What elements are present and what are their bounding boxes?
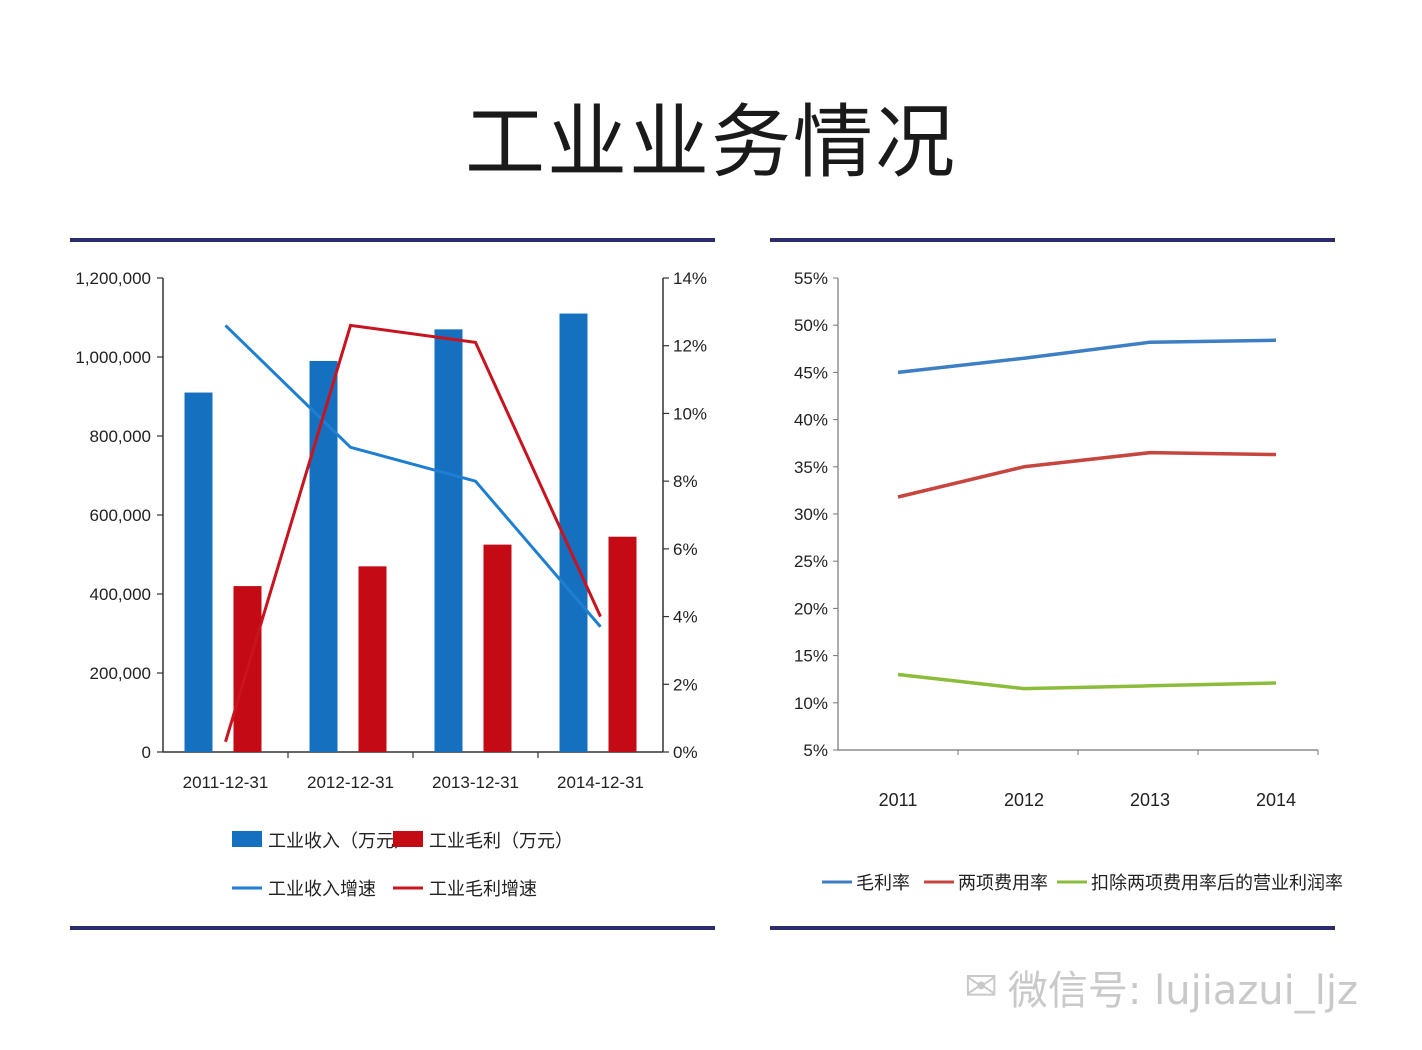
right-y-tick-label: 8% bbox=[673, 472, 698, 491]
x-tick-label: 2012-12-31 bbox=[307, 773, 394, 792]
x-tick-label: 2011-12-31 bbox=[183, 773, 269, 792]
revenue-bar bbox=[434, 329, 463, 752]
page-title: 工业业务情况 bbox=[465, 96, 957, 189]
right-chart-x-tick-label: 2011 bbox=[879, 790, 918, 810]
legend-swatch bbox=[232, 831, 262, 847]
left-y-tick-label: 600,000 bbox=[90, 506, 151, 525]
x-tick-label: 2014-12-31 bbox=[557, 773, 644, 792]
left-y-tick-label: 0 bbox=[142, 743, 151, 762]
legend-label: 工业毛利增速 bbox=[429, 879, 537, 899]
right-chart-y-tick-label: 45% bbox=[794, 363, 828, 382]
left-chart-bottom-rule bbox=[70, 926, 715, 930]
right-chart-y-tick-label: 10% bbox=[794, 694, 828, 713]
right-chart-y-tick-label: 55% bbox=[794, 269, 828, 288]
right-chart-y-tick-label: 40% bbox=[794, 411, 828, 430]
right-chart-y-tick-label: 35% bbox=[794, 458, 828, 477]
left-y-tick-label: 800,000 bbox=[90, 427, 151, 446]
right-chart-bottom-rule bbox=[770, 926, 1335, 930]
gross-profit-bar bbox=[483, 544, 512, 752]
watermark: ✉ 微信号: lujiazui_ljz bbox=[964, 958, 1358, 1016]
gross-profit-bar bbox=[358, 566, 387, 752]
left-y-tick-label: 200,000 bbox=[90, 664, 151, 683]
right-y-tick-label: 6% bbox=[673, 540, 698, 559]
right-chart-y-tick-label: 5% bbox=[803, 741, 828, 760]
right-y-tick-label: 10% bbox=[673, 404, 707, 423]
legend-swatch bbox=[393, 831, 423, 847]
right-chart-top-rule bbox=[770, 238, 1335, 242]
right-chart-series-line bbox=[897, 450, 1277, 499]
right-y-tick-label: 4% bbox=[673, 608, 698, 627]
right-chart-series-line bbox=[897, 338, 1277, 375]
right-y-tick-label: 2% bbox=[673, 675, 698, 694]
right-chart-y-tick-label: 25% bbox=[794, 552, 828, 571]
left-y-tick-label: 400,000 bbox=[90, 585, 151, 604]
right-legend-label: 扣除两项费用率后的营业利润率 bbox=[1091, 873, 1343, 893]
revenue-bar bbox=[309, 360, 338, 752]
left-chart-top-rule bbox=[70, 238, 715, 242]
right-chart-y-tick-label: 15% bbox=[794, 647, 828, 666]
right-chart-x-tick-label: 2012 bbox=[1004, 790, 1044, 810]
right-y-tick-label: 12% bbox=[673, 337, 707, 356]
right-legend-label: 毛利率 bbox=[856, 873, 910, 893]
watermark-text: 微信号: lujiazui_ljz bbox=[1007, 968, 1358, 1014]
revenue-bar bbox=[559, 313, 588, 752]
legend-label: 工业收入（万元） bbox=[268, 831, 412, 851]
revenue-growth-line bbox=[224, 324, 602, 628]
left-y-tick-label: 1,200,000 bbox=[75, 269, 151, 288]
left-y-tick-label: 1,000,000 bbox=[75, 348, 151, 367]
right-chart-y-tick-label: 50% bbox=[794, 316, 828, 335]
right-chart-x-tick-label: 2013 bbox=[1130, 790, 1170, 810]
right-legend-label: 两项费用率 bbox=[958, 873, 1048, 893]
right-chart-series-line bbox=[897, 672, 1277, 691]
right-chart-y-tick-label: 20% bbox=[794, 599, 828, 618]
gross-profit-bar bbox=[608, 536, 637, 752]
gross-profit-growth-line bbox=[224, 323, 602, 743]
right-y-tick-label: 0% bbox=[673, 743, 698, 762]
revenue-bar bbox=[184, 392, 213, 752]
right-chart-x-tick-label: 2014 bbox=[1256, 790, 1296, 810]
legend-label: 工业收入增速 bbox=[268, 879, 376, 899]
right-chart-y-tick-label: 30% bbox=[794, 505, 828, 524]
legend-label: 工业毛利（万元） bbox=[429, 831, 573, 851]
wechat-icon: ✉ bbox=[964, 964, 998, 1010]
right-y-tick-label: 14% bbox=[673, 269, 707, 288]
x-tick-label: 2013-12-31 bbox=[432, 773, 519, 792]
